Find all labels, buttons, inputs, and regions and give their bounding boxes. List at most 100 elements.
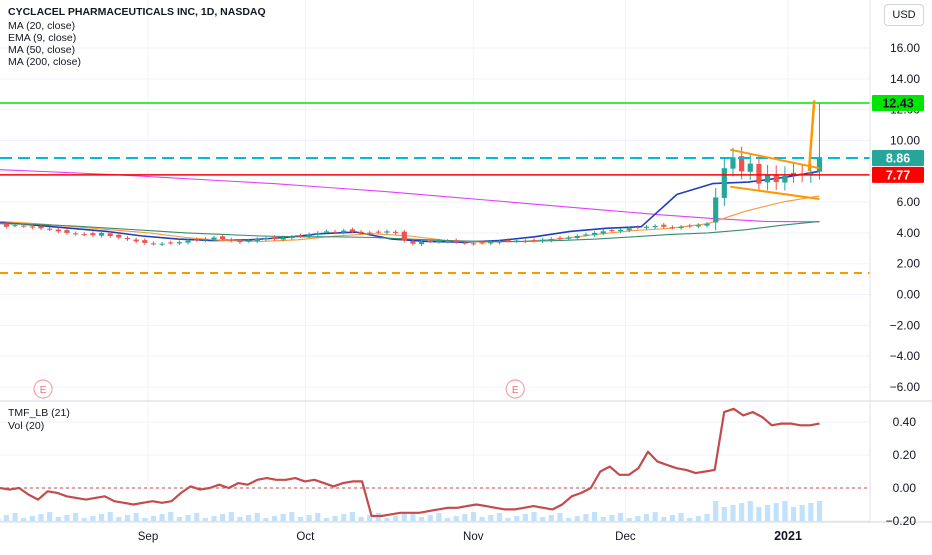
legend-ma50[interactable]: MA (50, close) bbox=[8, 44, 75, 56]
volume-bar bbox=[229, 512, 234, 521]
volume-bar bbox=[255, 513, 260, 521]
earnings-marker-label: E bbox=[40, 385, 47, 396]
volume-bar bbox=[332, 516, 337, 521]
volume-bar bbox=[358, 517, 363, 521]
time-tick-label: Nov bbox=[463, 531, 484, 543]
volume-bar bbox=[505, 518, 510, 521]
candle-body bbox=[272, 237, 277, 239]
candle-body bbox=[332, 232, 337, 233]
symbol-title[interactable]: CYCLACEL PHARMACEUTICALS INC, 1D, NASDAQ bbox=[8, 6, 266, 18]
volume-bar bbox=[782, 501, 787, 521]
candle-body bbox=[609, 230, 614, 231]
volume-bar bbox=[402, 514, 407, 521]
candle-body bbox=[583, 234, 588, 235]
volume-bar bbox=[56, 517, 61, 521]
volume-bar bbox=[298, 517, 303, 521]
volume-bar bbox=[151, 516, 156, 521]
sub-pane-title[interactable]: TMF_LB (21) bbox=[8, 407, 70, 419]
candle-body bbox=[575, 236, 580, 238]
candle-body bbox=[134, 240, 139, 242]
candle-body bbox=[341, 231, 346, 233]
volume-bar bbox=[531, 512, 536, 521]
candle-body bbox=[566, 238, 571, 239]
candle-body bbox=[454, 240, 459, 242]
candle-body bbox=[194, 239, 199, 240]
candle-body bbox=[220, 236, 225, 239]
volume-bar bbox=[566, 518, 571, 521]
volume-bar bbox=[393, 516, 398, 521]
volume-bar bbox=[696, 516, 701, 521]
candle-body bbox=[263, 238, 268, 239]
candle-body bbox=[177, 242, 182, 243]
volume-bar bbox=[454, 516, 459, 521]
volume-bar bbox=[523, 514, 528, 521]
candle-body bbox=[419, 242, 424, 244]
candle-body bbox=[644, 227, 649, 228]
volume-bar bbox=[12, 513, 17, 521]
candle-body bbox=[557, 238, 562, 239]
volume-bar bbox=[350, 512, 355, 521]
volume-bar bbox=[324, 518, 329, 521]
volume-bar bbox=[618, 513, 623, 521]
candle-body bbox=[462, 243, 467, 244]
legend-ema9[interactable]: EMA (9, close) bbox=[8, 32, 76, 44]
candle-body bbox=[497, 241, 502, 242]
candle-body bbox=[4, 224, 9, 227]
volume-bar bbox=[289, 512, 294, 521]
volume-bar bbox=[142, 518, 147, 521]
volume-bar bbox=[687, 518, 692, 521]
currency-button[interactable]: USD bbox=[884, 4, 924, 26]
volume-bar bbox=[540, 517, 545, 521]
price-tick-label: 6.00 bbox=[897, 195, 921, 209]
volume-bar bbox=[808, 503, 813, 521]
candle-body bbox=[237, 241, 242, 242]
candle-body bbox=[38, 226, 43, 228]
candle-body bbox=[384, 231, 389, 232]
volume-bar bbox=[428, 515, 433, 521]
candle-body bbox=[73, 233, 78, 234]
volume-bar bbox=[739, 503, 744, 521]
candle-body bbox=[653, 226, 658, 227]
volume-bar bbox=[791, 507, 796, 521]
candle-body bbox=[211, 238, 216, 240]
volume-bar bbox=[194, 513, 199, 521]
candle-body bbox=[402, 232, 407, 241]
candle-body bbox=[90, 233, 95, 235]
volume-bar bbox=[237, 517, 242, 521]
volume-bar bbox=[756, 507, 761, 521]
price-tick-label: 16.00 bbox=[890, 41, 920, 55]
candle-body bbox=[488, 242, 493, 243]
time-tick-label: Oct bbox=[296, 531, 315, 543]
volume-bar bbox=[557, 513, 562, 521]
volume-bar bbox=[661, 517, 666, 521]
candle-body bbox=[817, 158, 822, 172]
volume-title[interactable]: Vol (20) bbox=[8, 420, 44, 432]
volume-bar bbox=[263, 518, 268, 521]
price-tag-label: 12.43 bbox=[882, 97, 913, 111]
candle-body bbox=[307, 234, 312, 236]
volume-bar bbox=[125, 515, 130, 521]
sub-tick-label: −0.20 bbox=[886, 514, 917, 528]
candle-body bbox=[229, 240, 234, 241]
candle-body bbox=[592, 233, 597, 235]
candle-body bbox=[255, 239, 260, 241]
candle-body bbox=[782, 176, 787, 183]
candle-body bbox=[514, 241, 519, 242]
candle-body bbox=[627, 228, 632, 230]
candle-body bbox=[125, 238, 130, 239]
candle-body bbox=[185, 241, 190, 243]
legend-ma20[interactable]: MA (20, close) bbox=[8, 20, 75, 32]
volume-bar bbox=[384, 518, 389, 521]
candle-body bbox=[661, 225, 666, 227]
candle-body bbox=[531, 240, 536, 241]
price-tick-label: −4.00 bbox=[890, 349, 921, 363]
candle-body bbox=[670, 227, 675, 228]
candle-body bbox=[298, 236, 303, 237]
candle-body bbox=[30, 226, 35, 227]
candle-body bbox=[471, 243, 476, 244]
legend-ma200[interactable]: MA (200, close) bbox=[8, 56, 81, 68]
volume-bar bbox=[601, 517, 606, 521]
